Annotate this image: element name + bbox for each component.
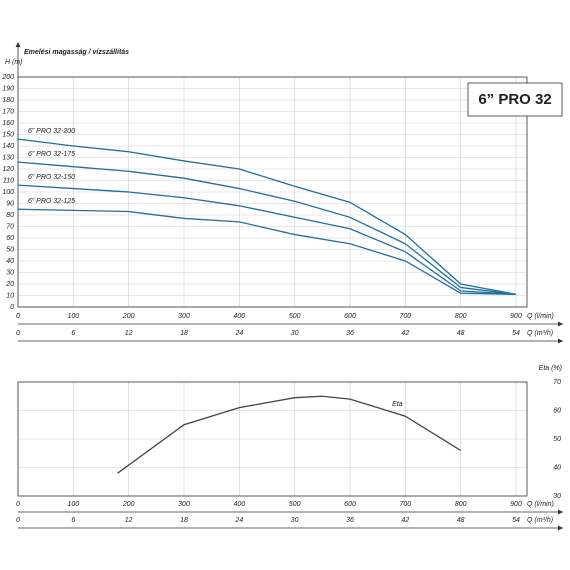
series-line: [117, 395, 462, 474]
x-tick-label: 500: [289, 313, 301, 320]
y-tick-label: 30: [6, 269, 14, 276]
x-tick-label: 100: [67, 501, 79, 508]
plot-frame: [17, 76, 528, 308]
x-tick-label: 0: [16, 313, 20, 320]
x-tick-label: 200: [122, 313, 135, 320]
x2-tick-label: 24: [234, 330, 243, 337]
x2-tick-label: 54: [512, 517, 520, 524]
x2-tick-label: 18: [180, 517, 188, 524]
series-line: [17, 138, 517, 295]
x2-tick-label: 6: [71, 517, 75, 524]
x2-tick-label: 12: [125, 330, 133, 337]
series-line: [17, 161, 517, 295]
x2-axis-label: Q (m³/h): [527, 517, 553, 524]
y-tick-label: 160: [2, 120, 14, 127]
y-tick-label: 200: [1, 74, 14, 81]
arrow-head: [15, 42, 21, 47]
y-tick-label: 50: [6, 246, 14, 253]
x2-tick-label: 18: [180, 330, 188, 337]
arrow-head: [558, 525, 563, 531]
y-tick-label: 40: [6, 258, 14, 265]
x-tick-label: 900: [510, 313, 522, 320]
series-line: [17, 184, 517, 295]
y-tick-label: 90: [6, 200, 14, 207]
y-axis-label: H (m): [5, 59, 23, 66]
y-tick-label: 150: [2, 131, 14, 138]
y-tick-label: 60: [6, 235, 14, 242]
y-tick-label: 70: [553, 379, 561, 386]
x-tick-label: 900: [510, 501, 522, 508]
series-line: [17, 208, 517, 295]
y-tick-label: 180: [2, 97, 14, 104]
x2-tick-label: 6: [71, 330, 75, 337]
y-tick-label: 100: [2, 189, 14, 196]
y-tick-label: 120: [2, 166, 14, 173]
chart-title: Emelési magasság / vízszállítás: [24, 49, 129, 56]
y-tick-label: 30: [553, 493, 561, 500]
x2-axis-label: Q (m³/h): [527, 330, 553, 337]
x-tick-label: 200: [122, 501, 135, 508]
arrow-head: [558, 321, 563, 327]
x2-tick-label: 36: [346, 330, 354, 337]
series-label: 6” PRO 32-125: [28, 198, 75, 205]
y-tick-label: 20: [5, 281, 14, 288]
y-tick-label: 140: [2, 143, 14, 150]
x2-tick-label: 42: [401, 330, 409, 337]
x2-tick-label: 0: [16, 517, 20, 524]
x-tick-label: 600: [344, 313, 356, 320]
series-label: 6” PRO 32-150: [28, 174, 75, 181]
series-label: 6” PRO 32-200: [28, 128, 75, 135]
x2-tick-label: 48: [457, 330, 465, 337]
x2-tick-label: 36: [346, 517, 354, 524]
y-tick-label: 70: [6, 223, 14, 230]
x2-tick-label: 42: [401, 517, 409, 524]
y-tick-label: 0: [10, 304, 14, 311]
x-tick-label: 100: [67, 313, 79, 320]
model-box: [467, 82, 563, 117]
y-tick-label: 80: [6, 212, 14, 219]
y-tick-label: 50: [553, 436, 561, 443]
x2-tick-label: 12: [125, 517, 133, 524]
x-tick-label: 300: [178, 501, 190, 508]
x-tick-label: 400: [233, 313, 245, 320]
x2-tick-label: 24: [234, 517, 243, 524]
x-tick-label: 800: [455, 313, 467, 320]
y-tick-label: 170: [2, 108, 14, 115]
x-tick-label: 700: [399, 501, 411, 508]
y-tick-label: 110: [3, 177, 14, 184]
x-tick-label: 0: [16, 501, 20, 508]
x-tick-label: 500: [289, 501, 301, 508]
plot-frame: [17, 381, 528, 497]
x-tick-label: 300: [178, 313, 190, 320]
x2-tick-label: 54: [512, 330, 520, 337]
x2-tick-label: 0: [16, 330, 20, 337]
y-tick-label: 130: [2, 154, 14, 161]
x-tick-label: 700: [399, 313, 411, 320]
x2-tick-label: 48: [457, 517, 465, 524]
arrow-head: [558, 338, 563, 344]
x-axis-label: Q (l/min): [527, 313, 554, 320]
series-label: Eta: [392, 401, 403, 408]
y-tick-label: 10: [6, 292, 14, 299]
series-label: 6” PRO 32-175: [28, 151, 75, 158]
x2-tick-label: 30: [291, 517, 299, 524]
arrow-head: [558, 509, 563, 515]
x-axis-label: Q (l/min): [527, 501, 554, 508]
y-tick-label: 60: [553, 407, 561, 414]
x-tick-label: 600: [344, 501, 356, 508]
x2-tick-label: 30: [291, 330, 299, 337]
x-tick-label: 800: [455, 501, 467, 508]
y-tick-label: 190: [2, 85, 14, 92]
y-axis-label: Eta (%): [539, 365, 562, 372]
y-tick-label: 40: [553, 464, 561, 471]
x-tick-label: 400: [233, 501, 245, 508]
model-label: 6” PRO 32: [478, 91, 551, 108]
